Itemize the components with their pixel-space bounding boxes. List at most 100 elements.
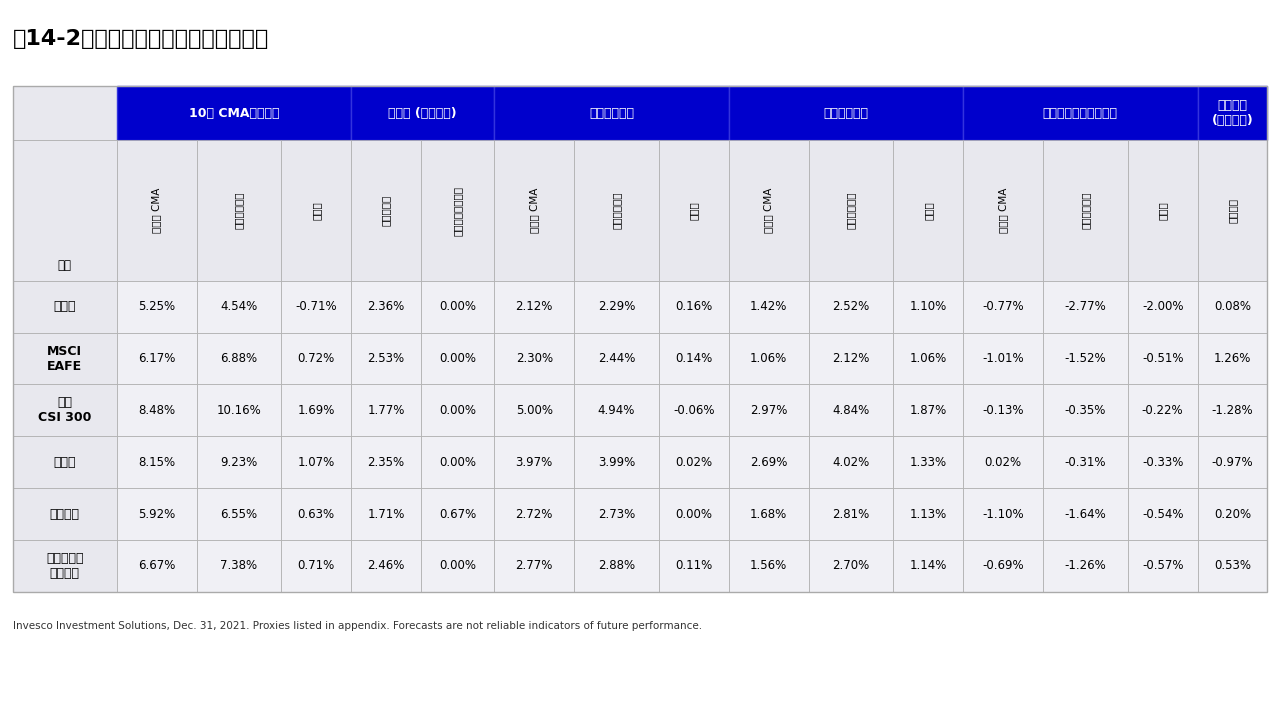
Bar [893,140,963,281]
Text: 5.00%: 5.00% [516,404,553,417]
Text: 0.67%: 0.67% [439,508,476,521]
Text: -0.77%: -0.77% [982,300,1024,313]
Bar [1198,140,1267,281]
Text: -0.97%: -0.97% [1212,456,1253,469]
Bar [1128,384,1198,436]
Bar [575,540,659,592]
Text: 気候変動考慮: 気候変動考慮 [1080,192,1091,230]
Bar [809,436,893,488]
Bar [963,333,1043,384]
Text: -0.22%: -0.22% [1142,404,1184,417]
Text: 6.55%: 6.55% [220,508,257,521]
Text: 1.77%: 1.77% [367,404,404,417]
Text: -2.00%: -2.00% [1142,300,1184,313]
Bar [1198,436,1267,488]
Text: 4.54%: 4.54% [220,300,257,313]
Text: 米国を除く
世界株式: 米国を除く 世界株式 [46,552,83,580]
Text: 2.36%: 2.36% [367,300,404,313]
Bar [351,140,421,281]
Bar [197,488,282,540]
Text: 2.77%: 2.77% [516,559,553,572]
Text: 0.00%: 0.00% [439,300,476,313]
Text: 変化幅: 変化幅 [311,201,321,220]
Bar [116,384,197,436]
Text: -0.54%: -0.54% [1142,508,1184,521]
Bar [13,333,116,384]
Bar [575,281,659,333]
Text: 9.23%: 9.23% [220,456,257,469]
Text: 気候変動考慮: 気候変動考慮 [234,192,244,230]
Bar [197,140,282,281]
Text: 0.63%: 0.63% [298,508,335,521]
Text: MSCI
EAFE: MSCI EAFE [47,345,82,372]
Bar [659,540,728,592]
Text: 3.99%: 3.99% [598,456,635,469]
Text: -1.64%: -1.64% [1065,508,1106,521]
Bar [1043,436,1128,488]
Text: 2.29%: 2.29% [598,300,635,313]
Text: 1.69%: 1.69% [297,404,335,417]
Bar [282,384,351,436]
Text: 4.94%: 4.94% [598,404,635,417]
Text: 0.00%: 0.00% [439,559,476,572]
Bar [494,281,575,333]
Bar [197,540,282,592]
Text: 世界株式: 世界株式 [50,508,79,521]
Bar [351,488,421,540]
Text: -0.71%: -0.71% [296,300,337,313]
Bar [893,488,963,540]
Text: -0.69%: -0.69% [982,559,1024,572]
Bar [421,281,494,333]
Bar [1198,488,1267,540]
Bar [421,540,494,592]
Bar [494,333,575,384]
Text: 5.25%: 5.25% [138,300,175,313]
Bar [1043,281,1128,333]
Bar [13,140,116,281]
Bar [963,488,1043,540]
Text: 2.97%: 2.97% [750,404,787,417]
Text: 変化幅: 変化幅 [1157,201,1167,220]
Text: 気候変動考慮: 気候変動考慮 [846,192,856,230]
Bar [13,436,116,488]
Text: -1.01%: -1.01% [982,352,1024,365]
Text: 0.11%: 0.11% [676,559,713,572]
Bar [963,281,1043,333]
Text: 0.00%: 0.00% [439,456,476,469]
Bar [421,488,494,540]
Bar [728,488,809,540]
Text: 0.08%: 0.08% [1213,300,1251,313]
Text: 新興国: 新興国 [54,456,76,469]
Bar [282,436,351,488]
Bar [659,281,728,333]
Text: 2.88%: 2.88% [598,559,635,572]
Bar [728,384,809,436]
Bar [282,140,351,281]
Bar [809,540,893,592]
Text: 0.02%: 0.02% [676,456,713,469]
Text: 1.07%: 1.07% [298,456,335,469]
Text: 利回り (変化なし): 利回り (変化なし) [388,107,457,120]
Bar [351,86,494,140]
Bar [809,488,893,540]
Bar [1043,488,1128,540]
Text: 2.12%: 2.12% [516,300,553,313]
Text: 1.68%: 1.68% [750,508,787,521]
Bar [575,333,659,384]
Text: 1.06%: 1.06% [750,352,787,365]
Bar [13,86,1267,592]
Text: 1.42%: 1.42% [750,300,787,313]
Bar [1198,540,1267,592]
Text: 変化幅: 変化幅 [923,201,933,220]
Text: -0.51%: -0.51% [1142,352,1184,365]
Text: 図14-2：株式リターンに行われた調整: 図14-2：株式リターンに行われた調整 [13,29,269,49]
Bar [116,333,197,384]
Bar [728,333,809,384]
Text: 2.53%: 2.53% [367,352,404,365]
Bar [659,384,728,436]
Text: 1.26%: 1.26% [1213,352,1251,365]
Bar [116,86,351,140]
Text: 0.00%: 0.00% [676,508,713,521]
Text: 8.15%: 8.15% [138,456,175,469]
Bar [728,140,809,281]
